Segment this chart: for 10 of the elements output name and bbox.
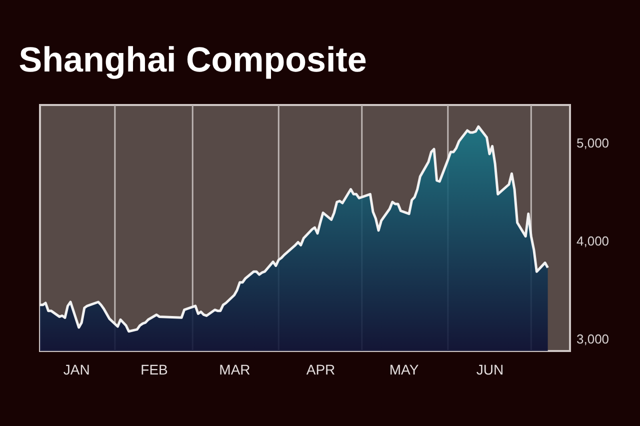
chart-title: Shanghai Composite [18, 40, 367, 80]
x-tick-label: FEB [140, 362, 168, 378]
y-tick-label: 4,000 [576, 234, 610, 249]
x-tick-label: JAN [63, 362, 90, 378]
x-tick-label: MAR [219, 362, 250, 378]
y-tick-label: 5,000 [576, 136, 610, 151]
x-tick-label: MAY [389, 362, 420, 378]
y-tick-label: 3,000 [576, 332, 610, 347]
x-tick-label: APR [306, 362, 336, 378]
x-tick-label: JUN [476, 362, 504, 378]
